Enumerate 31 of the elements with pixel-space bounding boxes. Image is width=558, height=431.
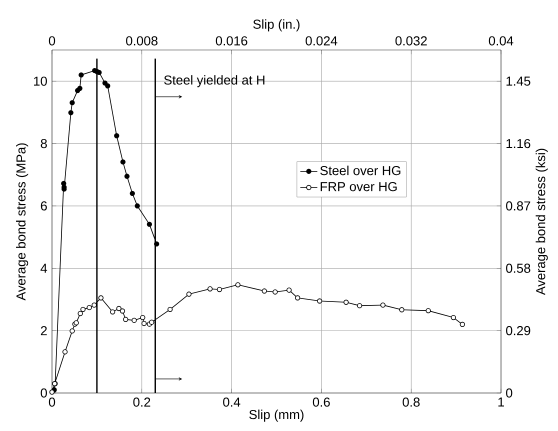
y-tick-label: 2 bbox=[40, 326, 47, 336]
y-tick-label: 0 bbox=[40, 388, 47, 398]
x-tick-label: 0.2 bbox=[133, 398, 150, 407]
x-tick-label: 0.4 bbox=[223, 398, 240, 407]
x-tick-label: 1 bbox=[498, 398, 504, 406]
x2-tick-label: 0 bbox=[48, 36, 56, 46]
x-tick-label: 0.8 bbox=[402, 398, 420, 407]
x2-tick-label: 0.04 bbox=[488, 36, 514, 46]
y2-tick-label: 0.87 bbox=[506, 201, 530, 211]
legend-label: Steel over HG bbox=[320, 166, 400, 176]
y2-tick-label: 0.58 bbox=[506, 264, 530, 273]
y-tick-label: 4 bbox=[40, 264, 48, 273]
ref-line-label: Steel yielded at H bbox=[164, 75, 264, 88]
x2-axis-title: Slip (in.) bbox=[253, 19, 300, 32]
x2-tick-label: 0.024 bbox=[306, 36, 338, 46]
x-tick-label: 0.6 bbox=[312, 398, 330, 407]
y-axis-title: Average bond stress (MPa) bbox=[16, 143, 28, 300]
y-tick-label: 10 bbox=[34, 76, 47, 86]
x2-tick-label: 0.008 bbox=[126, 36, 158, 46]
x-tick-label: 0 bbox=[48, 398, 56, 407]
y2-axis-title: Average bond stress (ksi) bbox=[536, 148, 548, 296]
y2-tick-label: 0 bbox=[506, 388, 512, 398]
y-tick-label: 8 bbox=[40, 138, 47, 148]
y2-tick-label: 1.45 bbox=[506, 76, 530, 86]
y2-tick-label: 0.29 bbox=[506, 326, 530, 336]
y2-tick-label: 1.16 bbox=[506, 138, 530, 148]
y-tick-label: 6 bbox=[40, 201, 47, 211]
x-axis-title: Slip (mm) bbox=[249, 410, 304, 422]
legend-label: FRP over HG bbox=[320, 182, 397, 192]
x2-tick-label: 0.032 bbox=[395, 36, 427, 46]
x2-tick-label: 0.016 bbox=[216, 36, 248, 46]
